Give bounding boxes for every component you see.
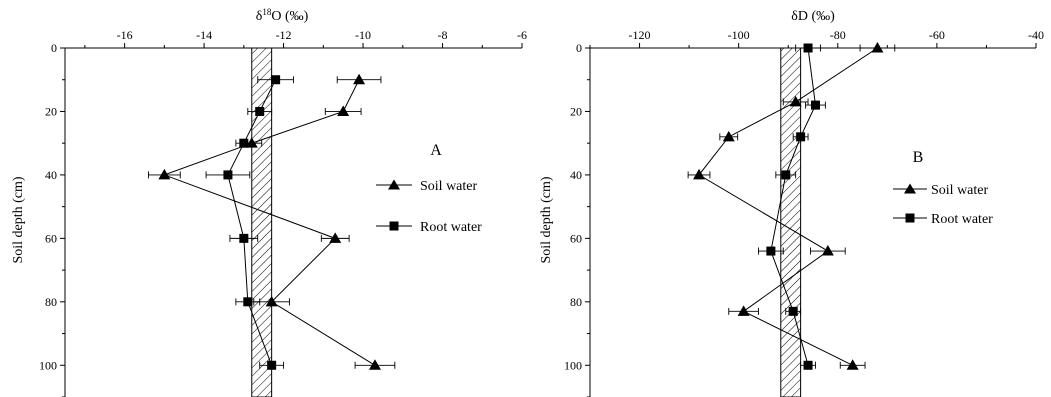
x-tick-label: -16 bbox=[117, 28, 133, 42]
legend-triangle-marker bbox=[388, 179, 400, 190]
data-point-square bbox=[766, 246, 776, 256]
panel-label: B bbox=[913, 149, 924, 166]
data-point-triangle bbox=[329, 232, 342, 243]
legend-square-marker bbox=[905, 213, 915, 223]
legend: Soil water Root water bbox=[376, 179, 482, 235]
data-point-triangle bbox=[789, 95, 802, 107]
y-tick-label: 100 bbox=[39, 358, 57, 372]
y-tick-label: 80 bbox=[570, 295, 582, 309]
data-point-square bbox=[803, 43, 813, 53]
plot-area: -120 -100 -80 -60 -40 0 20 40 60 80 100 bbox=[564, 28, 1044, 397]
data-point-triangle bbox=[693, 168, 706, 180]
y-tick-label: 40 bbox=[570, 168, 582, 182]
x-tick-label: -80 bbox=[830, 28, 846, 42]
y-tick-label: 20 bbox=[570, 104, 582, 118]
data-point-square bbox=[781, 170, 791, 180]
x-tick-label: -8 bbox=[438, 28, 448, 42]
x-axis-title: δ18O (‰) bbox=[256, 7, 309, 24]
y-tick-label: 0 bbox=[51, 41, 57, 55]
x-tick-label: -120 bbox=[629, 28, 651, 42]
data-point-triangle bbox=[337, 105, 350, 116]
legend-square-marker bbox=[389, 221, 399, 231]
data-point-triangle bbox=[368, 359, 381, 370]
data-point-square bbox=[243, 297, 253, 307]
x-tick-label: -12 bbox=[276, 28, 292, 42]
data-point-triangle bbox=[158, 168, 171, 180]
data-point-square bbox=[810, 100, 820, 110]
y-tick-label: 60 bbox=[570, 231, 582, 245]
x-tick-label: -40 bbox=[1028, 28, 1044, 42]
legend-label-root-water: Root water bbox=[931, 212, 993, 227]
y-tick-label: 80 bbox=[45, 295, 57, 309]
legend-label-soil-water: Soil water bbox=[420, 179, 477, 194]
legend-triangle-marker bbox=[904, 183, 916, 194]
legend-label-soil-water: Soil water bbox=[931, 183, 988, 198]
data-point-triangle bbox=[265, 295, 278, 307]
data-point-triangle bbox=[821, 245, 834, 256]
legend: Soil water Root water bbox=[893, 183, 993, 227]
data-point-triangle bbox=[871, 42, 884, 53]
y-tick-label: 0 bbox=[576, 41, 582, 55]
y-axis-title: Soil depth (cm) bbox=[11, 176, 26, 263]
data-point-square bbox=[796, 132, 806, 142]
data-point-triangle bbox=[737, 305, 750, 316]
data-point-square bbox=[788, 306, 798, 316]
data-point-square bbox=[255, 106, 265, 116]
x-tick-label: -6 bbox=[517, 28, 527, 42]
data-point-triangle bbox=[846, 359, 859, 370]
x-tick-label: -10 bbox=[355, 28, 371, 42]
y-tick-label: 100 bbox=[564, 358, 582, 372]
x-tick-label: -60 bbox=[929, 28, 945, 42]
data-point-square bbox=[803, 360, 813, 370]
data-point-triangle bbox=[722, 130, 735, 142]
y-tick-label: 40 bbox=[45, 168, 57, 182]
panel-b: δD (‰) Soil depth (cm) B Soil water Root… bbox=[539, 9, 1044, 397]
y-tick-label: 20 bbox=[45, 104, 57, 118]
y-tick-label: 60 bbox=[45, 231, 57, 245]
panel-label: A bbox=[430, 142, 442, 159]
data-point-square bbox=[271, 75, 281, 85]
data-point-square bbox=[239, 138, 249, 148]
panel-a: δ18O (‰) Soil depth (cm) A Soil water Ro… bbox=[11, 7, 527, 397]
data-point-square bbox=[223, 170, 233, 180]
plot-area: -16 -14 -12 -10 -8 -6 0 20 40 60 80 100 bbox=[39, 28, 527, 397]
x-tick-label: -100 bbox=[728, 28, 750, 42]
y-axis-title: Soil depth (cm) bbox=[539, 176, 554, 263]
x-tick-label: -14 bbox=[196, 28, 212, 42]
hatched-band bbox=[251, 47, 273, 397]
data-point-triangle bbox=[353, 73, 366, 85]
data-point-square bbox=[267, 360, 277, 370]
legend-label-root-water: Root water bbox=[420, 220, 482, 235]
x-axis-title: δD (‰) bbox=[791, 9, 835, 24]
data-point-square bbox=[239, 233, 249, 243]
